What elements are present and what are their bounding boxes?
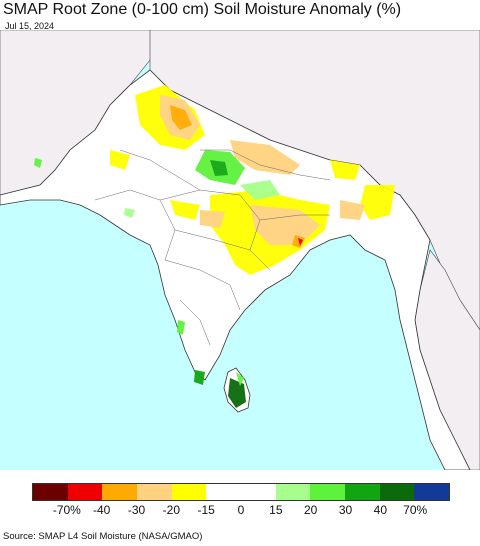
legend-ticks: -70% -40 -30 -20 -15 0 15 20 30 40 70% <box>32 503 450 517</box>
legend-swatch <box>171 484 207 500</box>
legend-tick-label: -15 <box>197 503 215 517</box>
map-date: Jul 15, 2024 <box>5 21 55 31</box>
legend-tick-label: 40 <box>373 503 388 517</box>
legend-tick-label: 20 <box>303 503 318 517</box>
legend-swatch <box>33 484 68 500</box>
legend-swatch <box>206 484 242 500</box>
map-title: SMAP Root Zone (0-100 cm) Soil Moisture … <box>3 1 402 18</box>
legend-swatch <box>102 484 138 500</box>
legend-swatch <box>241 484 276 500</box>
legend-tick-label: -30 <box>127 503 146 517</box>
dry-anomaly-patches <box>110 85 395 275</box>
legend-tick-label: -40 <box>92 503 111 517</box>
legend-swatch <box>137 484 172 500</box>
legend-tick-label: -70% <box>52 503 81 517</box>
source-credit: Source: SMAP L4 Soil Moisture (NASA/GMAO… <box>3 531 203 542</box>
legend-tick-label: 70% <box>403 503 428 517</box>
state-boundaries <box>94 149 331 346</box>
soil-moisture-map <box>0 30 480 470</box>
legend-swatch <box>414 484 450 500</box>
legend-tick-label: 30 <box>338 503 353 517</box>
legend-swatch <box>345 484 380 500</box>
wet-anomaly-patches <box>34 150 280 408</box>
legend-swatch <box>67 484 103 500</box>
legend-colorbar <box>32 483 450 501</box>
legend-tick-label: 15 <box>269 503 283 517</box>
legend-swatch <box>379 484 415 500</box>
legend-swatch <box>275 484 311 500</box>
legend-tick-label: 0 <box>237 503 245 517</box>
legend-swatch <box>310 484 346 500</box>
legend-tick-label: -20 <box>162 503 180 517</box>
